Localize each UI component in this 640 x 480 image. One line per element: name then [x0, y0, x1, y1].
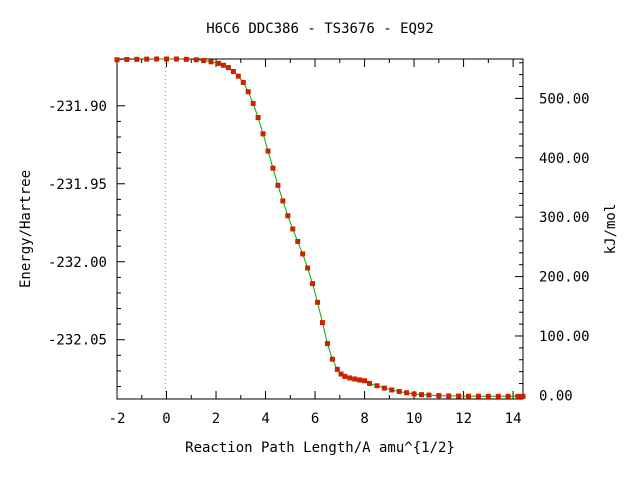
- data-point: [515, 393, 521, 399]
- data-point: [173, 56, 179, 62]
- x-tick-label: 2: [212, 411, 220, 427]
- y2-tick-label: 400.00: [539, 151, 590, 167]
- data-point: [352, 376, 358, 382]
- data-point: [404, 390, 410, 396]
- x-tick-label: 10: [406, 411, 423, 427]
- y2-tick-label: 0.00: [539, 388, 573, 404]
- data-point: [154, 56, 160, 62]
- data-point: [285, 213, 291, 219]
- data-point: [456, 393, 462, 399]
- y2-tick-label: 500.00: [539, 91, 590, 107]
- data-point: [250, 100, 256, 106]
- data-point: [230, 68, 236, 74]
- data-point: [164, 56, 170, 62]
- y2-tick-label: 200.00: [539, 270, 590, 286]
- axis-ticks: [116, 59, 523, 399]
- data-point: [305, 265, 311, 271]
- data-point: [495, 393, 501, 399]
- data-point: [280, 198, 286, 204]
- data-point: [300, 251, 306, 257]
- data-point: [270, 165, 276, 171]
- data-point: [426, 392, 432, 398]
- data-point: [324, 341, 330, 347]
- data-point: [342, 373, 348, 379]
- data-point: [475, 393, 481, 399]
- x-axis-label: Reaction Path Length/A amu^{1/2}: [185, 440, 455, 456]
- y-tick-label: -231.95: [48, 177, 107, 193]
- chart-title: H6C6 DDC386 - TS3676 - EQ92: [206, 21, 434, 37]
- data-point: [265, 148, 271, 154]
- data-point: [193, 57, 199, 63]
- data-point: [290, 226, 296, 232]
- x-tick-label: 6: [311, 411, 319, 427]
- data-point: [357, 377, 363, 383]
- x-tick-label: 0: [162, 411, 170, 427]
- data-point: [419, 392, 424, 398]
- y-axis-label: Energy/Hartree: [18, 170, 34, 288]
- data-point: [362, 378, 368, 384]
- data-point: [485, 393, 491, 399]
- data-point: [240, 79, 246, 85]
- data-point: [275, 182, 281, 188]
- data-point: [367, 380, 373, 386]
- data-point: [396, 389, 402, 395]
- y-tick-label: -232.00: [48, 255, 107, 271]
- axis-tick-labels: -2 0 2 4 6 8 10 12 14 -231.90 -231.95 -232.00 -232.0…: [48, 91, 590, 427]
- data-point: [374, 383, 380, 389]
- x-tick-label: 12: [455, 411, 472, 427]
- data-point: [255, 114, 261, 120]
- data-point: [201, 58, 207, 64]
- data-point: [216, 60, 221, 66]
- data-point: [411, 391, 417, 397]
- data-point: [144, 56, 150, 62]
- data-point: [436, 393, 442, 399]
- data-point: [225, 65, 231, 71]
- y2-tick-label: 300.00: [539, 210, 590, 226]
- x-tick-label: 14: [505, 411, 522, 427]
- data-point: [235, 73, 241, 79]
- y-tick-label: -232.05: [48, 333, 107, 349]
- data-point: [466, 393, 472, 399]
- data-point: [319, 320, 325, 326]
- y2-tick-label: 100.00: [539, 329, 590, 345]
- data-point: [381, 385, 387, 391]
- data-point: [505, 393, 511, 399]
- y2-axis-label: kJ/mol: [603, 204, 619, 255]
- data-points: [114, 56, 526, 399]
- data-point: [338, 371, 344, 377]
- series-line: [116, 58, 523, 397]
- y-tick-label: -231.90: [48, 99, 107, 115]
- data-point: [245, 89, 251, 95]
- x-tick-label: 4: [261, 411, 269, 427]
- data-point: [124, 56, 130, 62]
- data-point: [208, 59, 214, 65]
- data-point: [310, 281, 316, 287]
- plot-frame: [116, 58, 524, 400]
- x-tick-label: 8: [360, 411, 368, 427]
- data-point: [183, 56, 189, 62]
- data-point: [134, 56, 140, 62]
- data-point: [315, 299, 321, 305]
- data-point: [334, 366, 340, 372]
- data-point: [295, 238, 301, 244]
- data-point: [347, 375, 353, 381]
- x-tick-label: -2: [109, 411, 126, 427]
- data-point: [329, 356, 335, 362]
- data-point: [220, 62, 226, 68]
- data-point: [260, 131, 266, 137]
- data-point: [520, 393, 526, 399]
- data-point: [446, 393, 452, 399]
- data-point: [114, 57, 120, 63]
- data-point: [389, 387, 395, 393]
